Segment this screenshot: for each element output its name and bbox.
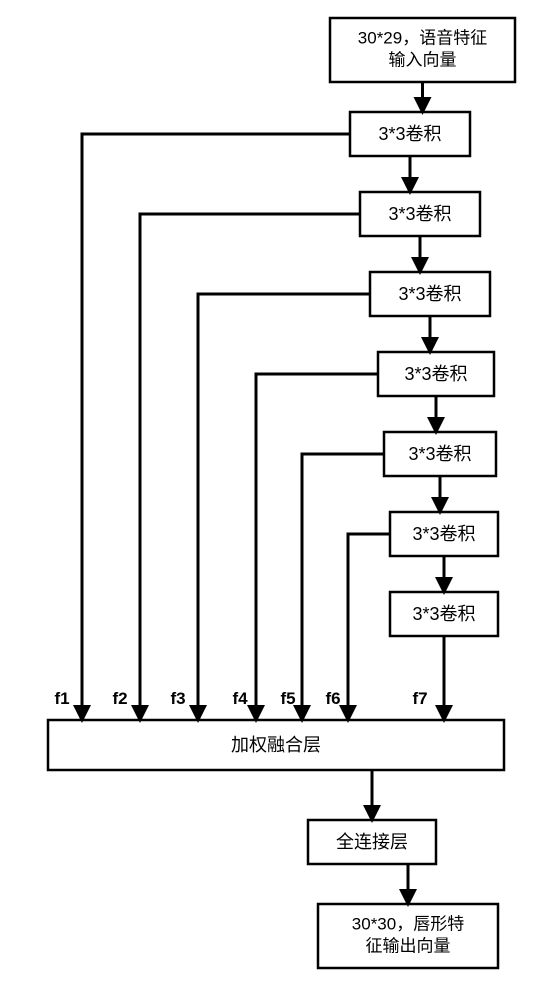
skip-f6	[348, 534, 390, 720]
conv6-label: 3*3卷积	[412, 524, 475, 544]
skip-label-f2: f2	[112, 689, 127, 708]
input-label: 输入向量	[389, 50, 457, 69]
conv3-label: 3*3卷积	[398, 284, 461, 304]
output-label: 30*30，唇形特	[352, 914, 464, 933]
skip-f4	[256, 374, 378, 720]
skip-label-f4: f4	[232, 689, 248, 708]
conv7-label: 3*3卷积	[412, 604, 475, 624]
skip-label-f7: f7	[412, 689, 427, 708]
conv5-label: 3*3卷积	[408, 444, 471, 464]
flowchart-diagram: 30*29，语音特征输入向量 3*3卷积 3*3卷积 3*3卷积 3*3卷积 3*3卷积 3…	[0, 0, 544, 1000]
skip-label-f1: f1	[54, 689, 69, 708]
fusion-label: 加权融合层	[231, 735, 321, 755]
skip-label-f3: f3	[170, 689, 185, 708]
skip-label-f6: f6	[325, 689, 340, 708]
skip-f3	[198, 294, 370, 720]
conv2-label: 3*3卷积	[388, 204, 451, 224]
skip-label-f5: f5	[280, 689, 295, 708]
output-label: 征输出向量	[366, 936, 451, 955]
conv1-label: 3*3卷积	[378, 124, 441, 144]
conv4-label: 3*3卷积	[404, 364, 467, 384]
input-label: 30*29，语音特征	[358, 28, 487, 47]
fc-label: 全连接层	[336, 832, 408, 852]
skip-f5	[302, 454, 384, 720]
skip-f1	[82, 134, 350, 720]
skip-f2	[140, 214, 360, 720]
